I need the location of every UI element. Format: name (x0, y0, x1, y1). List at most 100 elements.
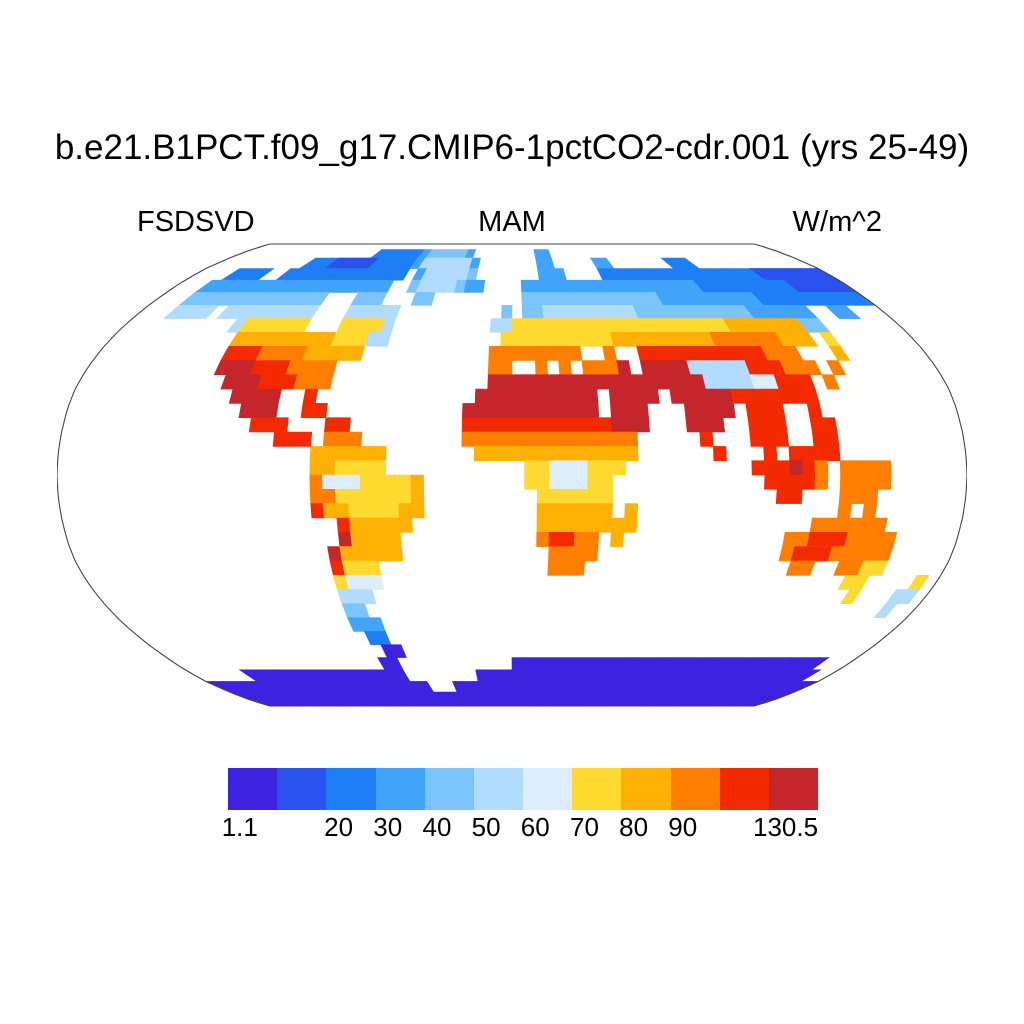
grid-cell (587, 474, 601, 490)
grid-cell (561, 489, 576, 504)
grid-cell (536, 446, 551, 461)
grid-cell (309, 474, 324, 490)
grid-cell (522, 332, 536, 347)
grid-cell (574, 489, 589, 504)
colorbar-box (375, 768, 425, 810)
grid-cell (828, 346, 851, 361)
colorbar-tick-label: 80 (619, 812, 649, 842)
grid-cell (814, 546, 833, 562)
grid-cell (360, 489, 374, 504)
grid-cell (549, 474, 563, 490)
grid-cell (322, 446, 337, 461)
grid-cell (623, 417, 638, 433)
grid-cell (524, 460, 538, 476)
grid-cell (375, 332, 392, 347)
grid-cell (587, 446, 601, 461)
grid-cell (720, 403, 736, 418)
grid-cell (863, 489, 879, 504)
grid-cell (838, 489, 854, 504)
grid-cell (373, 503, 388, 519)
grid-cell (523, 388, 537, 404)
variable-name-label: FSDSVD (137, 206, 255, 238)
grid-cell (364, 546, 379, 562)
grid-cell (362, 531, 378, 547)
grid-cell (488, 691, 498, 701)
grid-cell (248, 417, 265, 433)
grid-cell (584, 388, 599, 404)
grid-cell (583, 374, 598, 390)
grid-cell (486, 446, 500, 461)
grid-cell (511, 700, 520, 707)
grid-cell (708, 403, 724, 418)
colorbar-box (326, 768, 376, 810)
grid-cell (821, 417, 838, 433)
grid-cell (574, 446, 589, 461)
grid-cell (522, 346, 536, 361)
colorbar-tick-label: 130.5 (753, 812, 819, 842)
grid-cell (868, 560, 889, 576)
grid-cell (775, 489, 791, 504)
grid-cell (543, 318, 557, 333)
grid-cell (560, 388, 574, 404)
grid-cell (821, 374, 841, 390)
grid-cell (852, 460, 867, 476)
grid-cell (347, 489, 362, 504)
grid-cell (536, 489, 551, 504)
grid-cell (572, 546, 587, 562)
grid-cell (385, 489, 400, 504)
grid-cell (337, 531, 353, 547)
grid-cell (310, 503, 325, 519)
grid-cell (801, 474, 816, 490)
grid-cell (339, 546, 355, 562)
grid-cell (348, 431, 363, 447)
grid-cell (361, 517, 376, 533)
grid-cell (548, 546, 562, 562)
grid-cell (562, 460, 576, 476)
grid-cell (511, 681, 521, 693)
grid-cell (548, 417, 563, 433)
grid-cell (813, 446, 828, 461)
grid-cell (561, 417, 575, 433)
grid-cell (586, 417, 600, 433)
grid-cell (487, 360, 501, 375)
grid-cell (194, 304, 221, 319)
grid-cell (645, 388, 660, 404)
grid-cell (536, 403, 550, 418)
grid-cell (548, 388, 562, 404)
grid-cell (474, 388, 489, 404)
grid-cell (511, 346, 524, 361)
grid-cell (545, 346, 559, 361)
map-border (56, 243, 968, 707)
grid-cell (573, 417, 588, 433)
grid-cell (789, 460, 804, 476)
grid-cell (555, 332, 569, 347)
grid-cell (624, 503, 639, 519)
grid-cell (598, 417, 613, 433)
grid-cell (372, 460, 387, 476)
grid-cell (602, 346, 618, 361)
grid-cell (317, 374, 334, 390)
grid-cell (852, 474, 867, 490)
grid-cell (547, 374, 561, 390)
grid-cell (772, 417, 788, 433)
grid-cell (499, 374, 513, 390)
grid-cell (818, 332, 842, 347)
grid-cell (334, 446, 349, 461)
grid-cell (368, 574, 385, 590)
grid-cell (398, 489, 412, 504)
grid-cell (366, 560, 382, 576)
grid-cell (599, 460, 614, 476)
grid-cell (397, 474, 412, 490)
grid-cell (599, 489, 614, 504)
grid-cell (376, 546, 392, 562)
grid-cell (574, 474, 589, 490)
grid-cell (322, 489, 337, 504)
grid-cell (511, 657, 522, 671)
grid-cell (751, 460, 766, 476)
grid-cell (610, 517, 625, 533)
grid-cell (749, 431, 764, 447)
grid-cell (811, 431, 827, 447)
grid-cell (410, 474, 425, 490)
plot-title: b.e21.B1PCT.f09_g17.CMIP6-1pctCO2-cdr.00… (54, 128, 970, 167)
